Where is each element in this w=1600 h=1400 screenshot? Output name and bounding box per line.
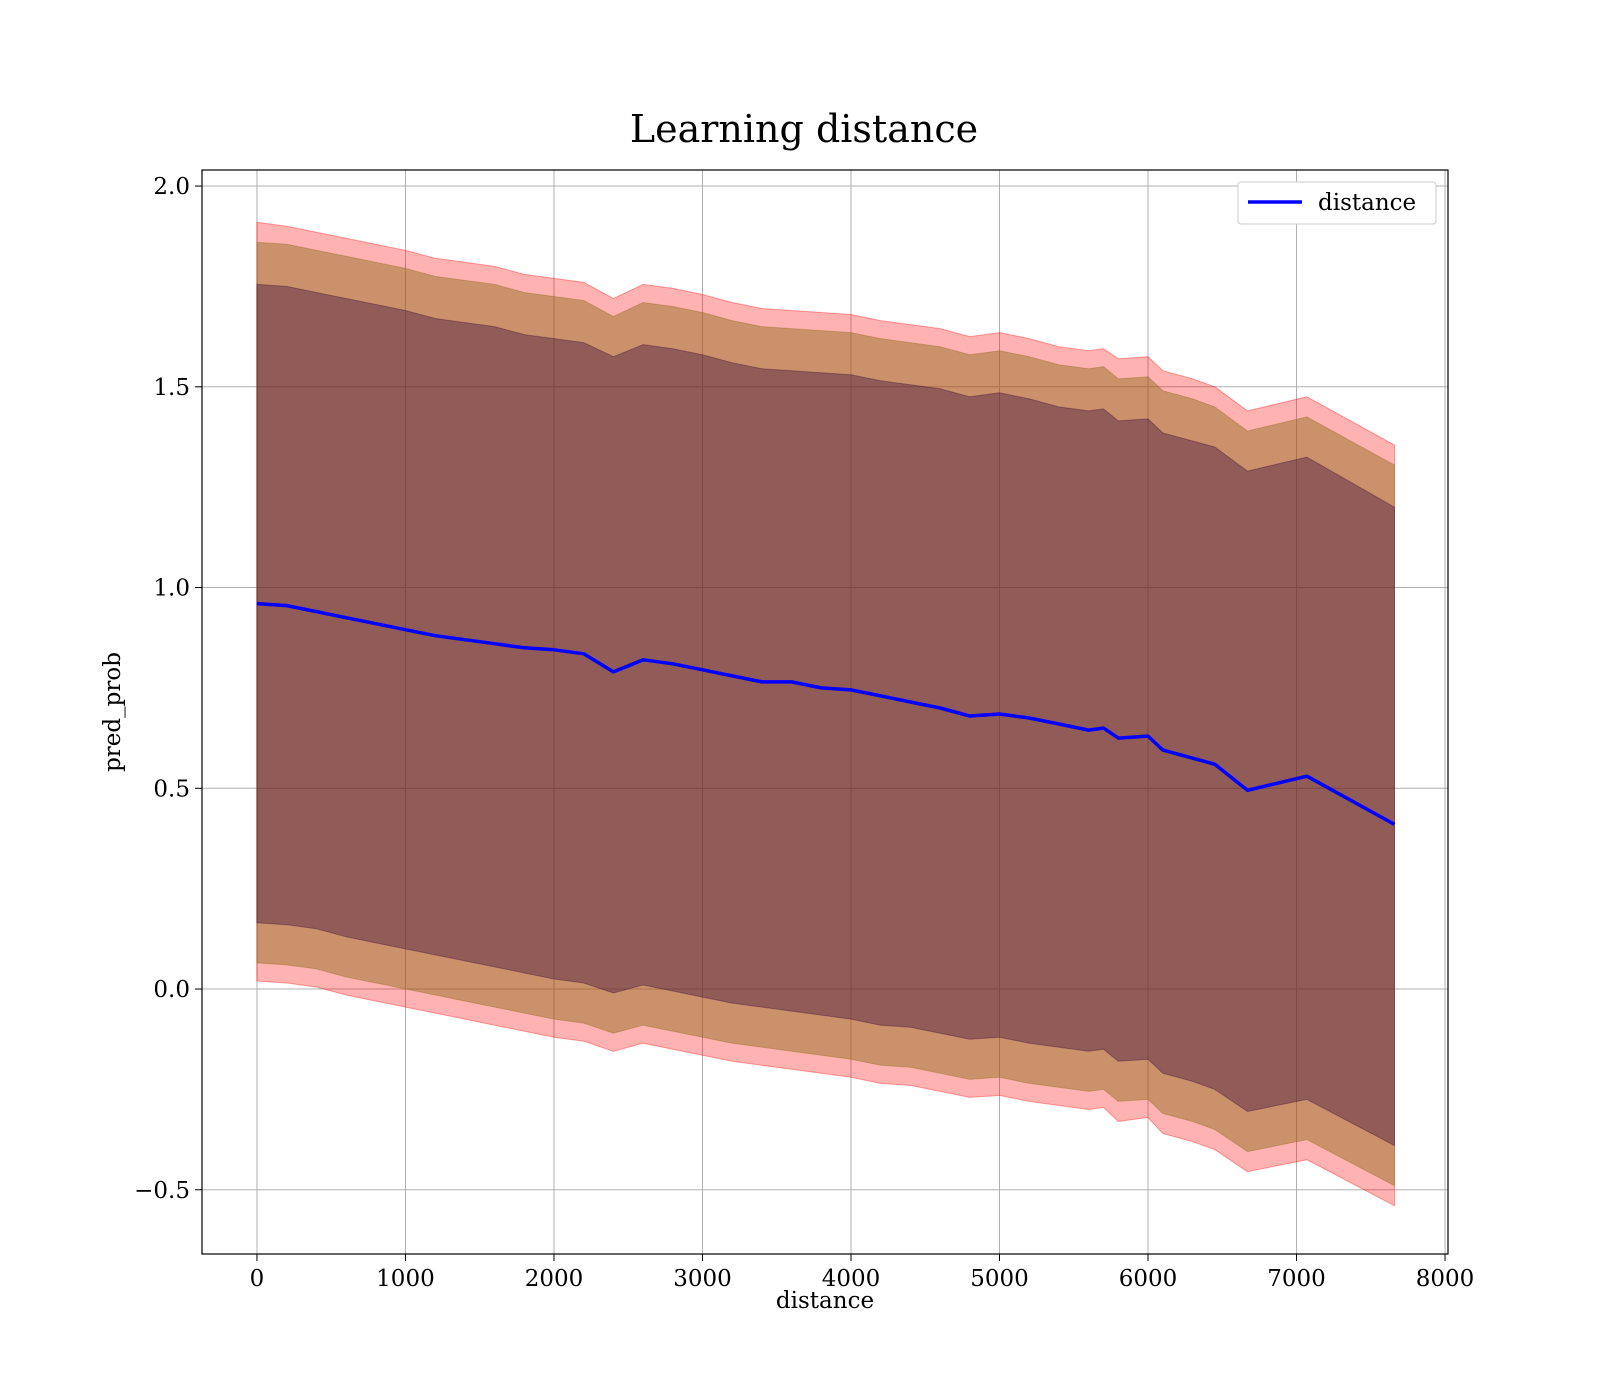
chart-title: Learning distance [630,107,978,151]
x-tick-label: 1000 [376,1266,435,1292]
x-tick-label: 5000 [970,1266,1029,1292]
series-line-distance [256,601,1396,826]
plot-frame [201,169,1449,1255]
x-tick-label: 8000 [1416,1266,1475,1292]
band-inner [256,283,1395,1147]
y-tick-label: 0.0 [153,977,190,1003]
y-tick-label: 1.0 [153,576,190,602]
x-tick-label: 3000 [673,1266,732,1292]
band-layer [256,221,1395,1207]
x-tick-label: 4000 [822,1266,881,1292]
x-tick-label: 2000 [525,1266,584,1292]
band-outer [256,221,1395,1207]
y-tick-label: 1.5 [153,375,190,401]
x-tick-label: 7000 [1267,1266,1326,1292]
legend-box [1237,181,1437,225]
legend-label: distance [1318,190,1416,216]
tick-layer: 0 1000 2000 3000 4000 5000 6000 7000 8000 −0.5 0.0… [134,174,1474,1292]
x-axis-label: distance [776,1288,874,1314]
y-axis-label: pred_prob [100,652,126,772]
legend: distance [1237,181,1437,225]
y-tick-label: 0.5 [153,776,190,802]
line-layer [256,601,1396,826]
y-tick-label: 2.0 [153,174,190,200]
x-tick-label: 6000 [1119,1266,1178,1292]
y-tick-label: −0.5 [134,1178,190,1204]
band-middle [256,241,1395,1187]
grid-layer [202,170,1448,1254]
x-tick-label: 0 [250,1266,265,1292]
